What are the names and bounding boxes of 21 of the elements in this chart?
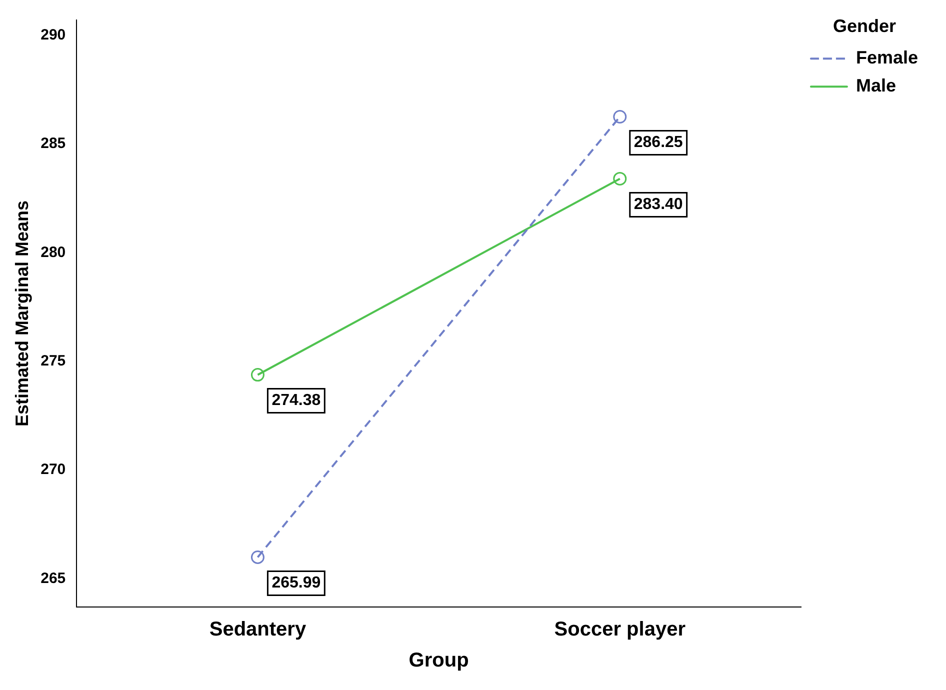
data-label: 274.38: [272, 392, 321, 410]
data-label: 283.40: [634, 196, 683, 214]
y-tick-label: 285: [40, 135, 66, 152]
point: [613, 172, 627, 186]
y-axis-title: Estimated Marginal Means: [12, 200, 32, 427]
y-tick-label: 270: [40, 461, 66, 478]
point: [250, 368, 264, 382]
point: [613, 110, 627, 124]
legend-title: Gender: [832, 16, 896, 36]
y-tick-label: 280: [40, 244, 66, 261]
x-tick-label: Sedantery: [209, 618, 307, 641]
data-label: 265.99: [272, 574, 321, 592]
y-tick-label: 275: [40, 352, 66, 370]
legend-label: Female: [856, 48, 918, 68]
x-axis-title: Group: [408, 650, 469, 672]
point: [250, 550, 264, 564]
y-tick-label: 265: [40, 570, 66, 587]
y-tick-label: 290: [40, 26, 66, 44]
legend-label: Male: [856, 76, 896, 96]
data-label: 286.25: [634, 134, 683, 152]
x-tick-label: Soccer player: [554, 618, 686, 641]
